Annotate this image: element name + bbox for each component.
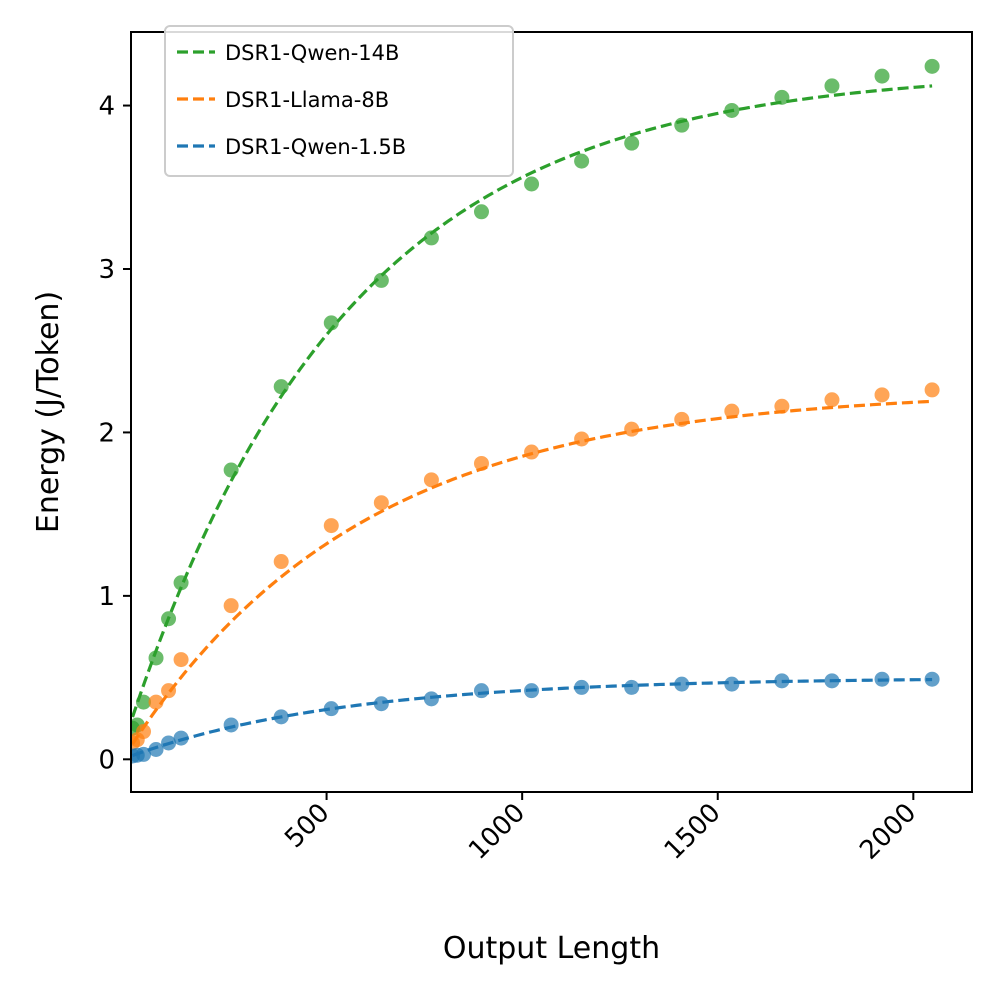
data-point (373, 696, 389, 712)
data-point (924, 382, 940, 398)
series-2-fit-line (132, 677, 933, 757)
legend-box (164, 25, 514, 177)
data-point (824, 392, 840, 408)
data-point (423, 472, 439, 488)
data-point (323, 518, 339, 534)
data-point (373, 272, 389, 288)
data-point (273, 379, 289, 395)
legend-label: DSR1-Qwen-14B (225, 41, 399, 65)
y-tick-label: 1 (98, 582, 115, 612)
y-tick-label: 2 (98, 418, 115, 448)
x-tick-label: 500 (279, 798, 335, 854)
y-tick-label: 3 (98, 255, 115, 285)
data-point (524, 444, 540, 460)
data-point (674, 676, 690, 692)
data-point (824, 78, 840, 94)
data-point (148, 694, 164, 710)
data-point (136, 746, 152, 762)
y-tick-label: 4 (98, 92, 115, 122)
legend-label: DSR1-Qwen-1.5B (225, 135, 406, 159)
data-point (173, 730, 189, 746)
series-1-fit-line (131, 399, 933, 745)
data-point (924, 58, 940, 74)
x-tick-label: 1500 (659, 798, 727, 866)
data-point (874, 68, 890, 84)
legend-label: DSR1-Llama-8B (225, 88, 389, 112)
data-point (624, 421, 640, 437)
data-point (136, 724, 152, 740)
data-point (624, 679, 640, 695)
data-point (624, 135, 640, 151)
x-tick-label: 2000 (854, 798, 922, 866)
data-point (223, 598, 239, 614)
data-point (524, 176, 540, 192)
legend: DSR1-Qwen-14B DSR1-Llama-8B DSR1-Qwen-1.5B (164, 25, 514, 177)
x-tick-label: 1000 (463, 798, 531, 866)
data-point (473, 204, 489, 220)
series-2-points (131, 671, 940, 764)
data-point (373, 495, 389, 511)
data-point (223, 462, 239, 478)
data-point (273, 554, 289, 570)
plot-frame (130, 31, 973, 793)
y-tick-label: 0 (98, 745, 115, 775)
data-point (774, 398, 790, 414)
data-point (924, 671, 940, 687)
data-point (724, 676, 740, 692)
data-point (223, 717, 239, 733)
x-axis-label: Output Length (443, 931, 660, 966)
data-point (323, 701, 339, 717)
data-point (774, 89, 790, 105)
y-axis-label: Energy (J/Token) (31, 291, 66, 533)
data-point (574, 153, 590, 169)
data-point (423, 230, 439, 246)
data-point (173, 652, 189, 668)
data-point (874, 387, 890, 403)
data-point (148, 742, 164, 758)
series-0-points (131, 58, 940, 736)
data-point (473, 683, 489, 699)
series-0-fit-line (131, 84, 933, 718)
